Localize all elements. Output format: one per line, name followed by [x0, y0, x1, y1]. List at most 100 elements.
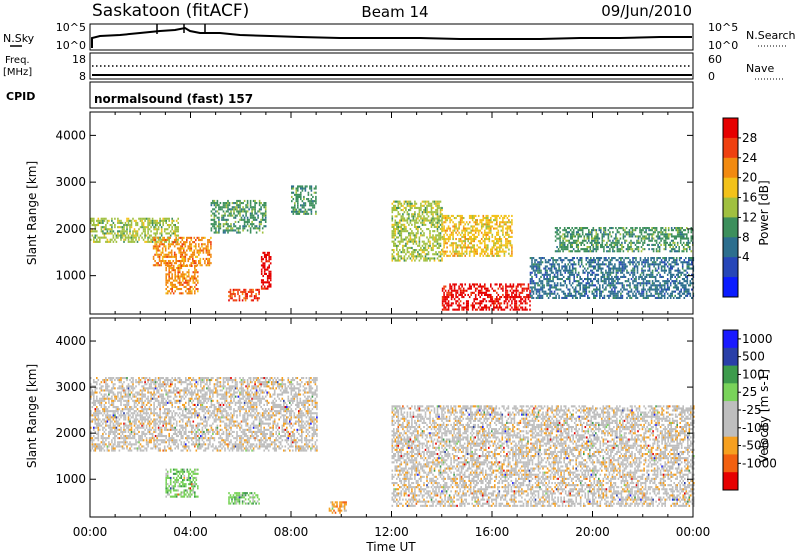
- power-cell: [540, 261, 542, 263]
- power-cell: [626, 270, 628, 272]
- power-cell: [404, 239, 406, 241]
- power-cell: [545, 291, 547, 293]
- power-cell: [467, 232, 469, 234]
- power-cell: [593, 248, 595, 250]
- power-cell: [484, 230, 486, 232]
- power-cell: [113, 237, 115, 239]
- power-cell: [440, 224, 442, 226]
- power-cell: [646, 259, 648, 261]
- power-cell: [451, 219, 453, 221]
- power-cell: [573, 268, 575, 270]
- power-cell: [663, 235, 665, 237]
- power-cell: [659, 246, 661, 248]
- power-cell: [182, 260, 184, 262]
- power-cell: [419, 209, 421, 211]
- power-cell: [481, 225, 483, 227]
- power-cell: [123, 232, 125, 234]
- power-cell: [407, 251, 409, 253]
- power-cell: [631, 297, 633, 299]
- power-cell: [514, 300, 516, 302]
- power-cell: [620, 227, 622, 229]
- power-cell: [481, 302, 483, 304]
- power-cell: [592, 272, 594, 274]
- power-cell: [399, 220, 401, 222]
- power-cell: [599, 286, 601, 288]
- power-cell: [469, 228, 471, 230]
- power-cell: [401, 226, 403, 228]
- power-cell: [507, 290, 509, 292]
- power-cell: [413, 205, 415, 207]
- power-cell: [662, 295, 664, 297]
- power-cell: [665, 291, 667, 293]
- power-cell: [435, 251, 437, 253]
- velocity-cell: [96, 427, 98, 429]
- power-cell: [461, 253, 463, 255]
- power-cell: [455, 251, 457, 253]
- power-cell: [487, 307, 489, 309]
- power-cell: [227, 210, 229, 212]
- power-cell: [438, 251, 440, 253]
- power-cell: [620, 297, 622, 299]
- velocity-cell: [92, 437, 94, 439]
- power-cell: [664, 272, 666, 274]
- power-cell: [215, 229, 217, 231]
- power-cell: [586, 263, 588, 265]
- power-cell: [684, 291, 686, 293]
- power-cell: [411, 224, 413, 226]
- power-cell: [496, 251, 498, 253]
- power-cell: [633, 229, 635, 231]
- power-cell: [254, 200, 256, 202]
- power-cell: [517, 290, 519, 292]
- power-cell: [632, 227, 634, 229]
- power-cell: [297, 188, 299, 190]
- power-cell: [264, 288, 266, 290]
- power-cell: [636, 240, 638, 242]
- power-cell: [614, 257, 616, 259]
- power-cell: [437, 241, 439, 243]
- power-cell: [155, 232, 157, 234]
- power-cell: [144, 235, 146, 237]
- power-cell: [486, 238, 488, 240]
- power-cell: [443, 255, 445, 257]
- power-cell: [552, 259, 554, 261]
- power-cell: [686, 244, 688, 246]
- power-cell: [218, 206, 220, 208]
- power-cell: [473, 225, 475, 227]
- power-cell: [536, 282, 538, 284]
- power-cell: [458, 251, 460, 253]
- power-cell: [637, 261, 639, 263]
- power-cell: [111, 218, 113, 220]
- power-cell: [393, 241, 395, 243]
- power-cell: [679, 280, 681, 282]
- power-cell: [674, 270, 676, 272]
- power-cell: [593, 246, 595, 248]
- power-cell: [644, 242, 646, 244]
- power-cell: [264, 254, 266, 256]
- power-cell: [496, 283, 498, 285]
- power-cell: [137, 230, 139, 232]
- power-cell: [616, 268, 618, 270]
- power-cell: [398, 251, 400, 253]
- power-cell: [671, 229, 673, 231]
- colorbar-tick-label: 28: [742, 131, 757, 145]
- power-cell: [644, 248, 646, 250]
- power-cell: [507, 298, 509, 300]
- velocity-cell: [95, 408, 97, 410]
- power-cell: [663, 244, 665, 246]
- power-cell: [511, 253, 513, 255]
- power-cell: [245, 215, 247, 217]
- power-cell: [481, 292, 483, 294]
- power-cell: [171, 222, 173, 224]
- colorbar-segment: [723, 158, 738, 178]
- colorbar-tick-label: 24: [742, 151, 757, 165]
- power-cell: [562, 240, 564, 242]
- power-cell: [435, 203, 437, 205]
- power-cell: [661, 286, 663, 288]
- velocity-cell: [95, 381, 97, 383]
- power-cell: [481, 286, 483, 288]
- power-cell: [414, 205, 416, 207]
- power-cell: [687, 280, 689, 282]
- power-cell: [629, 261, 631, 263]
- power-cell: [561, 284, 563, 286]
- power-cell: [120, 226, 122, 228]
